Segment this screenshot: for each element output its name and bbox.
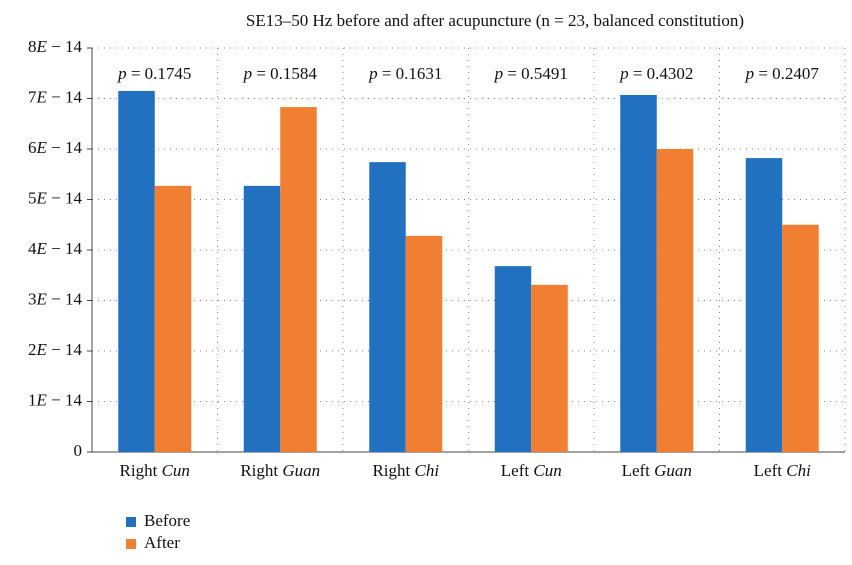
y-tick-label: 7E − 14 [28,87,82,106]
bar [745,158,783,452]
y-tick-label: 1E − 14 [28,390,82,409]
bar [531,284,568,452]
legend-swatch [126,539,136,549]
y-tick-label: 3E − 14 [28,289,82,308]
y-tick-label: 6E − 14 [28,138,82,157]
y-tick-label: 8E − 14 [28,37,82,56]
annotation: p = 0.5491 [494,64,568,83]
legend-label: After [144,533,180,552]
x-tick-label: Right Chi [372,461,439,480]
bar [280,107,317,453]
y-tick-label: 5E − 14 [28,188,82,207]
x-tick-label: Right Guan [240,461,320,480]
x-tick-label: Right Cun [120,461,190,480]
bar [369,162,406,452]
annotation: p = 0.1584 [243,64,318,83]
y-tick-label: 0 [74,441,83,460]
bar [656,149,694,452]
chart-title: SE13–50 Hz before and after acupuncture … [246,11,744,30]
bar [494,266,532,452]
bar [782,224,819,452]
bar [405,235,443,452]
x-tick-label: Left Chi [754,461,811,480]
bar [118,90,155,453]
annotation: p = 0.1631 [368,64,442,83]
bar [154,185,192,453]
legend-swatch [126,517,136,527]
x-tick-label: Left Cun [501,461,562,480]
annotation: p = 0.1745 [117,64,191,83]
y-tick-label: 2E − 14 [28,340,82,359]
annotation: p = 0.2407 [745,64,820,83]
bar [243,185,281,453]
y-tick-label: 4E − 14 [28,239,82,258]
legend-label: Before [144,511,190,530]
x-tick-label: Left Guan [622,461,692,480]
bar [620,94,657,452]
annotation: p = 0.4302 [619,64,693,83]
